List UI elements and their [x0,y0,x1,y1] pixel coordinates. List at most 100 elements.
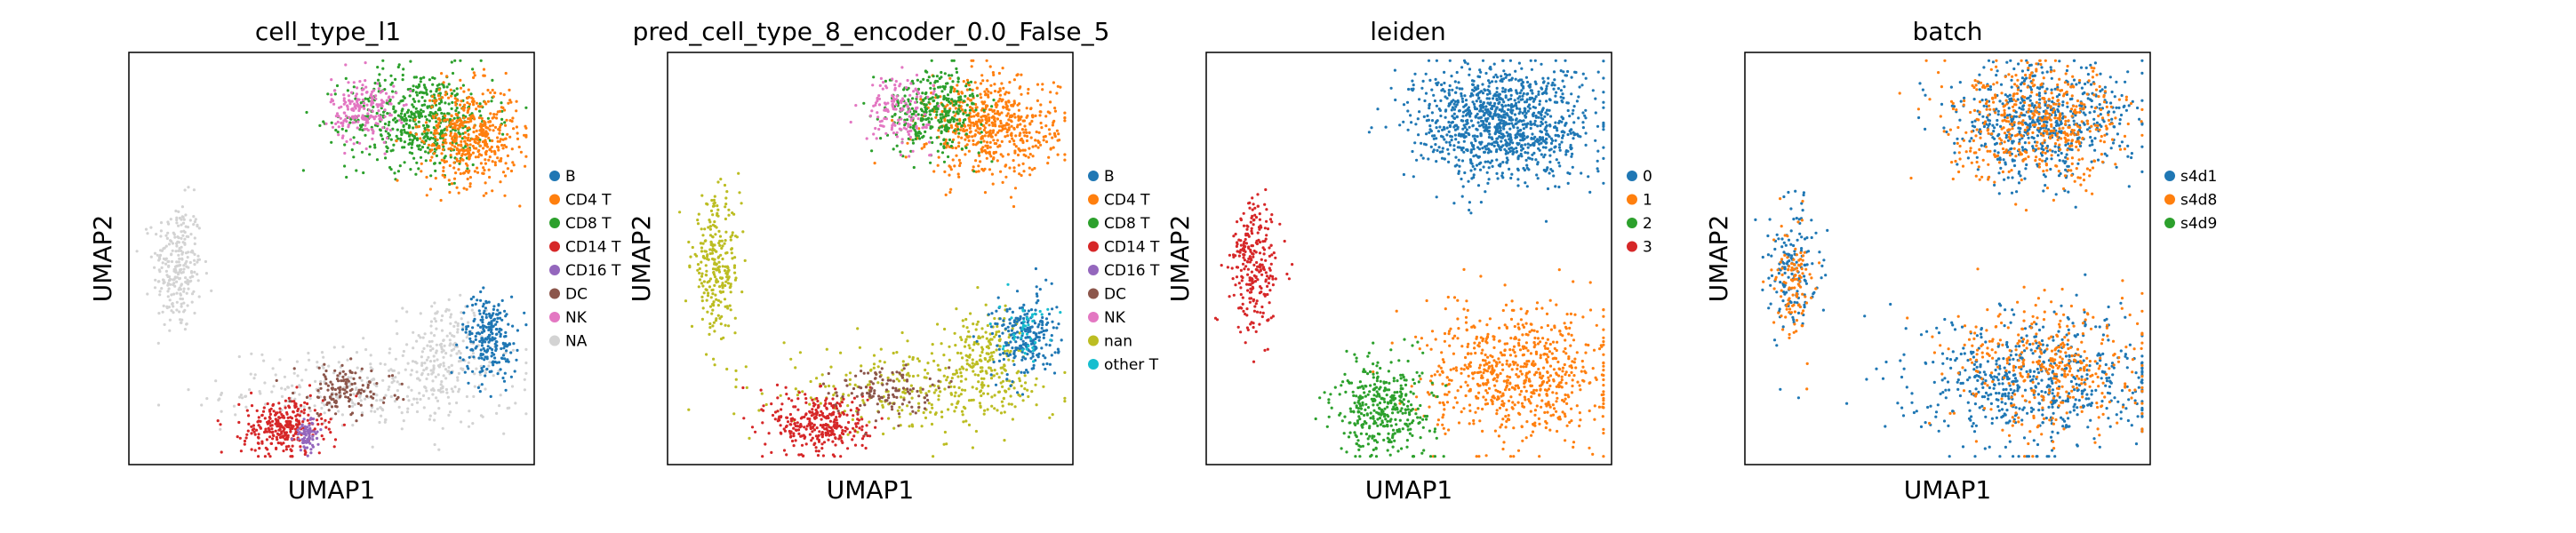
data-point [1005,308,1009,312]
data-point [320,401,324,404]
data-point [705,288,708,292]
data-point [877,127,881,131]
y-axis-label: UMAP2 [88,215,117,303]
x-axis-label: UMAP1 [288,475,376,505]
data-point [705,202,708,205]
data-point [471,163,475,167]
data-point [908,412,912,416]
data-point [1052,81,1055,84]
data-point [155,233,158,236]
data-point [874,126,877,131]
data-point [422,406,426,410]
data-point [357,388,361,392]
data-point [179,297,182,300]
data-point [323,362,326,366]
data-point [431,347,435,351]
data-point [341,122,345,125]
data-point [436,94,441,98]
data-point [714,233,717,236]
data-point [428,78,431,82]
data-point [262,406,266,410]
data-point [426,146,429,149]
data-point [305,426,309,429]
data-point [245,409,249,412]
data-point [430,339,434,343]
data-point [998,97,1002,100]
data-point [1017,163,1020,167]
data-point [187,266,190,269]
data-point [298,393,301,396]
data-point [1011,310,1014,314]
data-point [340,105,343,108]
data-point [942,160,947,163]
data-point [1042,135,1045,139]
data-point [719,253,723,257]
data-point [956,90,959,93]
data-point [809,379,812,384]
panel-title: pred_cell_type_8_encoder_0.0_False_5 [633,17,1110,46]
data-point [444,91,448,94]
data-point [375,394,379,397]
data-point [997,359,1002,362]
data-point [997,129,1001,132]
data-point [992,99,996,102]
data-point [349,357,353,361]
data-point [700,260,703,264]
data-point [936,107,940,111]
data-point [460,99,463,103]
data-point [716,208,720,211]
data-point [470,308,474,312]
data-point [463,148,467,152]
data-point [1003,439,1006,442]
data-point [711,247,715,251]
data-point [1007,118,1011,122]
data-point [476,386,481,389]
data-point [483,169,486,172]
data-point [473,314,476,317]
data-point [187,186,190,189]
data-point [1031,145,1035,148]
data-point [333,387,337,392]
data-point [696,268,700,272]
data-point [450,114,453,117]
data-point [942,442,946,446]
cluster-na [392,293,508,447]
data-point [420,76,423,80]
data-point [996,409,999,412]
data-point [193,236,196,240]
data-point [319,386,323,390]
data-point [304,368,308,371]
data-point [363,127,366,131]
data-point [983,126,987,130]
data-point [968,106,972,109]
data-point [716,314,720,317]
data-point [968,131,972,134]
data-point [699,242,703,245]
data-point [490,370,493,373]
data-point [727,208,731,211]
data-point [317,414,321,418]
cluster-cd16-t [290,417,323,457]
data-point [428,187,432,191]
data-point [919,386,923,390]
data-point [482,302,485,306]
data-point [268,430,272,434]
data-point [283,427,286,431]
data-point [924,416,928,419]
data-point [252,424,255,427]
data-point [851,438,854,442]
data-point [473,117,476,121]
data-point [347,376,350,379]
data-point [704,239,708,243]
data-point [1063,158,1067,162]
data-point [183,243,187,246]
cluster-b [450,286,528,398]
data-point [282,449,285,453]
data-point [446,395,450,399]
data-point [401,354,404,357]
data-point [1053,107,1057,110]
data-point [501,132,505,136]
data-point [969,123,972,127]
data-point [466,163,469,167]
data-point [180,305,183,308]
